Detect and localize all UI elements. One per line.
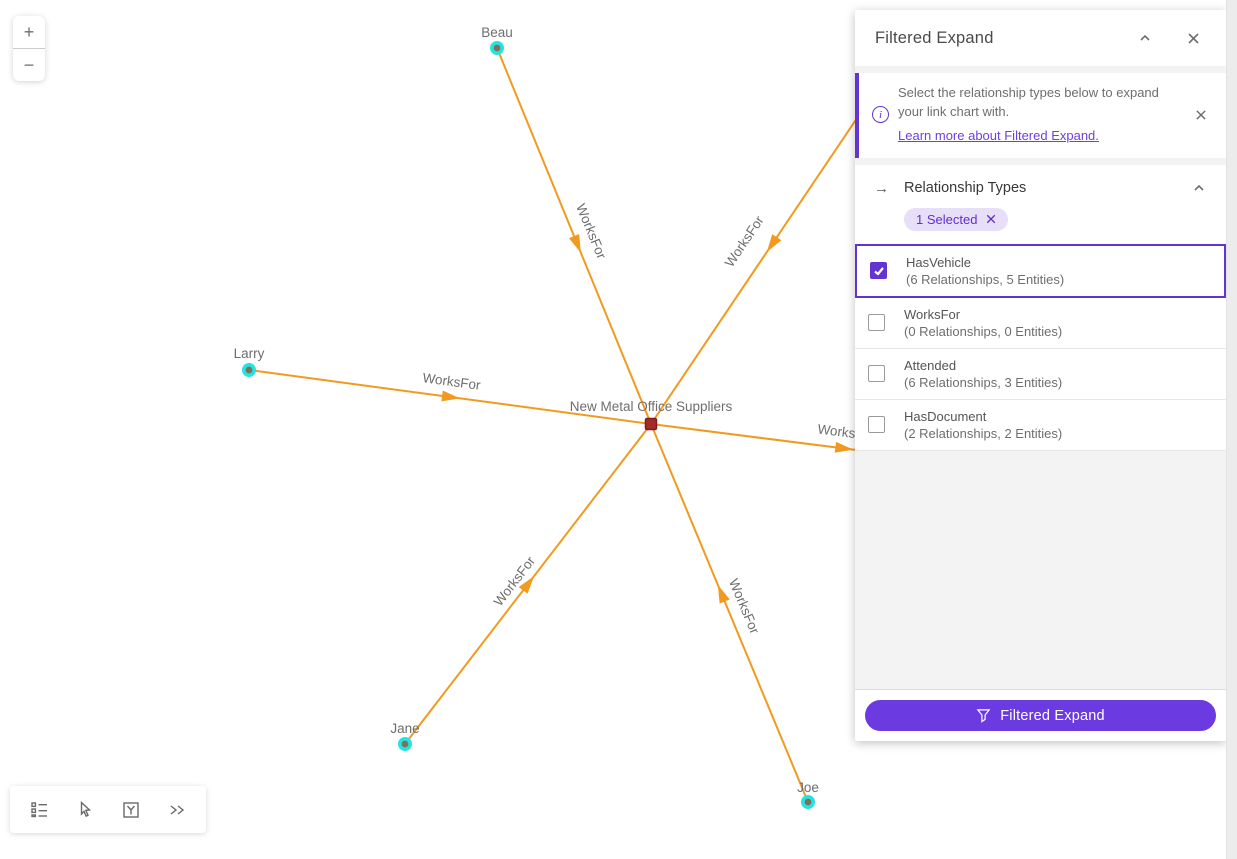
relationship-detail: (0 Relationships, 0 Entities) [904, 323, 1063, 339]
panel-title: Filtered Expand [875, 28, 994, 47]
edge-worksfor-4[interactable] [650, 83, 881, 425]
edge-label: WorksFor [422, 370, 482, 393]
link-chart-select-icon[interactable] [111, 790, 151, 830]
section-title: Relationship Types [904, 180, 1027, 197]
graph-node-company[interactable] [644, 417, 658, 431]
selection-chip-row: 1 Selected [855, 207, 1226, 244]
close-icon [1196, 110, 1206, 120]
checkbox-unchecked[interactable] [868, 365, 885, 383]
select-cursor-icon[interactable] [65, 790, 105, 830]
divider [13, 48, 45, 49]
close-icon [1187, 32, 1199, 44]
graph-node-core-beau [493, 44, 501, 52]
panel-empty-space [855, 451, 1226, 689]
relationship-name: HasDocument [904, 408, 987, 424]
node-label-company: New Metal Office Suppliers [570, 399, 733, 414]
relationship-types-section: → Relationship Types 1 Selected HasVehic… [855, 164, 1226, 451]
node-label-jane: Jane [390, 721, 419, 736]
selected-count-chip[interactable]: 1 Selected [904, 207, 1009, 231]
relationship-detail: (6 Relationships, 5 Entities) [906, 271, 1065, 287]
relationship-row-attended[interactable]: Attended (6 Relationships, 3 Entities) [855, 348, 1226, 400]
graph-node-core-joe [804, 798, 812, 806]
chevron-up-icon [1140, 34, 1150, 41]
edge-label: WorksFor [726, 576, 762, 636]
filtered-expand-panel: Filtered Expand i Select the relationshi… [855, 10, 1226, 741]
filter-funnel-icon [976, 709, 991, 723]
learn-more-link[interactable]: Learn more about Filtered Expand. [898, 127, 1099, 143]
clear-selection-icon[interactable] [986, 214, 996, 224]
edge-arrow-icon [717, 584, 730, 604]
check-icon [873, 266, 884, 276]
zoom-out-button[interactable]: − [13, 49, 45, 81]
info-notice: i Select the relationship types below to… [855, 73, 1226, 158]
edge-arrow-icon [568, 234, 581, 253]
graph-node-core-larry [245, 366, 253, 374]
close-panel-button[interactable] [1180, 25, 1206, 51]
filtered-expand-button-label: Filtered Expand [1000, 707, 1105, 724]
notice-text: Select the relationship types below to e… [898, 85, 1159, 119]
page-scrollbar[interactable] [1226, 0, 1237, 859]
relationship-row-hasvehicle[interactable]: HasVehicle (6 Relationships, 5 Entities) [855, 243, 1226, 298]
relationship-row-hasdocument[interactable]: HasDocument (2 Relationships, 2 Entities… [855, 399, 1226, 451]
edge-worksfor-3[interactable] [650, 423, 809, 803]
panel-footer: Filtered Expand [855, 689, 1226, 741]
chip-label: 1 Selected [916, 211, 978, 227]
edge-arrow-icon [834, 441, 854, 453]
relationship-detail: (2 Relationships, 2 Entities) [904, 425, 1063, 441]
edge-arrow-icon [441, 390, 460, 402]
expand-more-icon[interactable] [157, 790, 197, 830]
checkbox-unchecked[interactable] [868, 314, 885, 332]
checkbox-checked[interactable] [870, 262, 887, 280]
filtered-expand-button[interactable]: Filtered Expand [865, 700, 1216, 731]
zoom-in-button[interactable]: + [13, 16, 45, 48]
info-icon: i [872, 106, 889, 124]
zoom-control: + − [13, 16, 45, 81]
node-label-joe: Joe [797, 780, 819, 795]
legend-list-icon[interactable] [19, 790, 59, 830]
collapse-panel-button[interactable] [1132, 25, 1158, 51]
edge-worksfor-0[interactable] [496, 47, 652, 425]
relationship-name: Attended [904, 357, 957, 373]
relationship-types-header[interactable]: → Relationship Types [855, 165, 1226, 207]
relationship-row-worksfor[interactable]: WorksFor (0 Relationships, 0 Entities) [855, 297, 1226, 349]
chevron-up-icon[interactable] [1192, 181, 1206, 195]
panel-header: Filtered Expand [855, 10, 1226, 66]
edge-arrow-icon [766, 234, 782, 253]
arrow-right-icon: → [874, 179, 889, 197]
relationship-detail: (6 Relationships, 3 Entities) [904, 374, 1063, 390]
edge-arrow-icon [518, 576, 535, 594]
relationship-name: WorksFor [904, 306, 961, 322]
dismiss-notice-button[interactable] [1188, 102, 1214, 128]
link-chart-toolbar [10, 786, 206, 833]
checkbox-unchecked[interactable] [868, 416, 885, 434]
edge-label: WorksFor [573, 201, 609, 261]
node-label-beau: Beau [481, 25, 513, 40]
graph-node-core-jane [401, 740, 409, 748]
relationship-name: HasVehicle [906, 254, 972, 270]
node-label-larry: Larry [234, 346, 265, 361]
